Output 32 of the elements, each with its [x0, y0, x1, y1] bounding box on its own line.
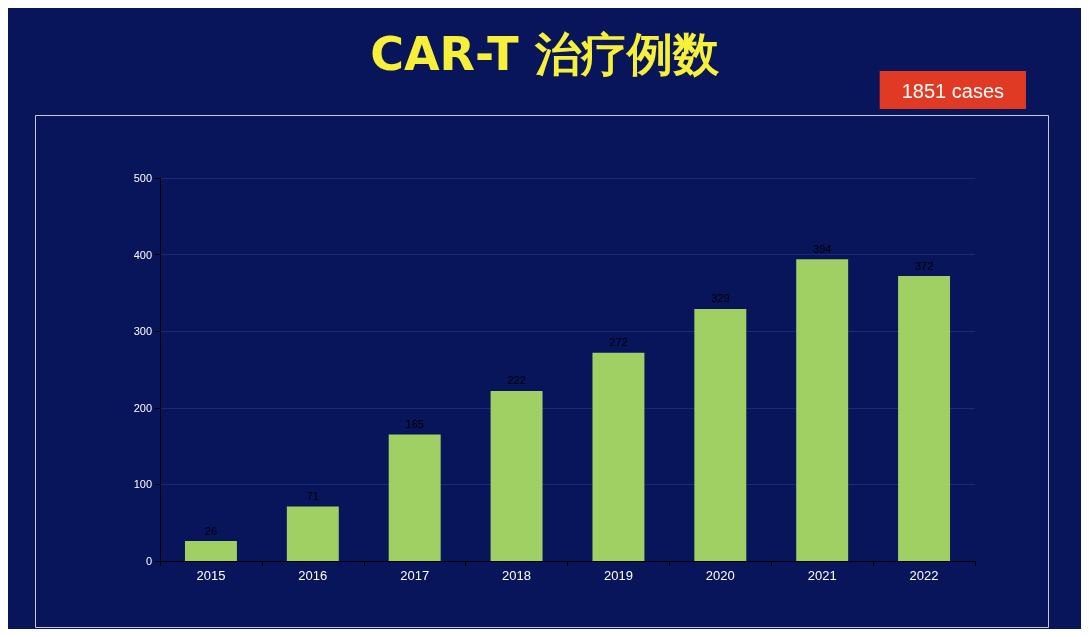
bar [694, 308, 747, 561]
y-tick-label: 100 [133, 478, 152, 491]
data-label: 165 [405, 418, 424, 431]
bar [286, 506, 339, 561]
x-tick-label: 2018 [502, 568, 532, 583]
bar [388, 434, 441, 561]
x-tick-label: 2019 [603, 568, 633, 583]
x-tick-label: 2020 [705, 568, 735, 583]
x-tick-label: 2015 [196, 568, 226, 583]
chart-title: CAR-T 治疗例数 [370, 27, 720, 81]
data-label: 71 [306, 490, 319, 503]
data-label: 222 [507, 374, 526, 387]
y-tick-label: 500 [133, 172, 152, 184]
bar [592, 352, 645, 561]
y-tick-label: 200 [133, 401, 152, 414]
data-label: 372 [914, 259, 934, 272]
y-tick-label: 400 [133, 248, 152, 261]
bar [898, 276, 951, 561]
x-tick-label: 2022 [909, 568, 939, 583]
data-label: 394 [813, 242, 832, 255]
bar [796, 259, 849, 561]
x-tick-label: 2016 [298, 568, 328, 583]
text: 1851 cases [901, 80, 1004, 102]
y-tick-label: 0 [145, 555, 152, 567]
data-label: 329 [711, 292, 730, 305]
bar [184, 541, 237, 561]
data-label: 26 [204, 524, 218, 537]
x-tick-label: 2021 [807, 568, 837, 583]
bar [490, 390, 543, 561]
y-tick-label: 300 [133, 325, 152, 338]
data-label: 272 [609, 336, 628, 349]
x-tick-label: 2017 [400, 568, 430, 583]
